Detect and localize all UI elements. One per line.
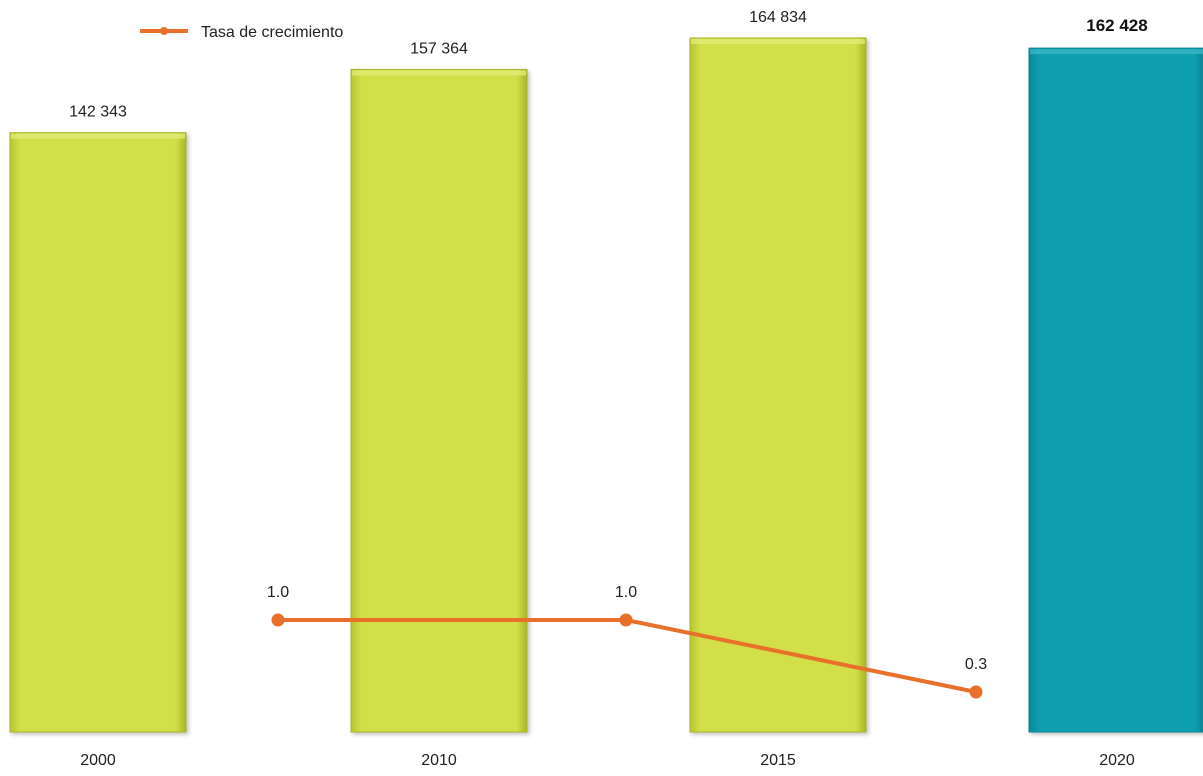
- growth-rate-point-3: [969, 685, 983, 699]
- bar-bevel-2020: [1030, 49, 1203, 55]
- growth-line-layer: 1.0 1.0 0.3: [267, 584, 987, 699]
- legend-marker-swatch: [160, 27, 168, 35]
- x-tick-label-2010: 2010: [421, 752, 457, 769]
- bars-layer: 142 343 2000 157 364 2010 164 834 2015 162 428…: [9, 9, 1203, 769]
- growth-rate-label-1: 1.0: [267, 584, 289, 601]
- x-tick-label-2015: 2015: [760, 752, 796, 769]
- bar-2015: [689, 37, 867, 733]
- growth-rate-label-3: 0.3: [965, 656, 987, 673]
- growth-rate-point-1: [271, 613, 285, 627]
- bar-value-label-2000: 142 343: [69, 104, 127, 121]
- legend-label: Tasa de crecimiento: [201, 24, 343, 41]
- bar-bevel-2000: [11, 133, 185, 139]
- bar-bevel-2015: [691, 39, 865, 44]
- growth-rate-label-2: 1.0: [615, 584, 637, 601]
- growth-rate-point-2: [619, 613, 633, 627]
- x-tick-label-2000: 2000: [80, 752, 116, 769]
- bar-2020: [1028, 47, 1203, 733]
- legend: Tasa de crecimiento: [140, 24, 343, 41]
- bar-value-label-2015: 164 834: [749, 9, 807, 26]
- bar-value-label-2010: 157 364: [410, 40, 468, 57]
- bar-value-label-2020: 162 428: [1086, 16, 1147, 35]
- bar-2000: [9, 132, 187, 733]
- bar-2010: [350, 68, 528, 733]
- bar-bevel-2010: [352, 70, 526, 76]
- x-tick-label-2020: 2020: [1099, 752, 1135, 769]
